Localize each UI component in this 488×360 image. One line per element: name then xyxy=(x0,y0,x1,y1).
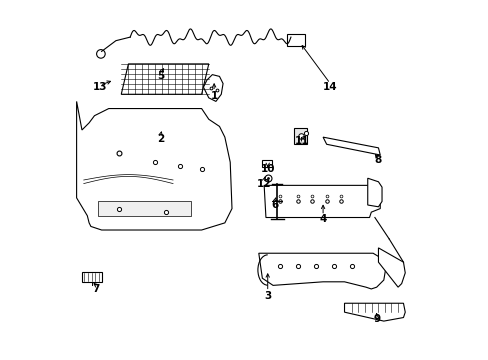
FancyBboxPatch shape xyxy=(287,33,305,46)
Polygon shape xyxy=(344,303,405,321)
Polygon shape xyxy=(157,125,165,132)
Text: 4: 4 xyxy=(319,214,326,224)
Polygon shape xyxy=(203,75,223,102)
Text: 13: 13 xyxy=(92,82,107,92)
Text: 14: 14 xyxy=(322,82,337,92)
Bar xyxy=(261,160,272,167)
Polygon shape xyxy=(367,178,381,207)
Bar xyxy=(293,128,307,144)
Text: 6: 6 xyxy=(271,200,278,210)
Bar xyxy=(82,272,102,282)
Polygon shape xyxy=(323,137,380,155)
Text: 8: 8 xyxy=(374,156,381,165)
Text: 2: 2 xyxy=(157,134,164,144)
Polygon shape xyxy=(98,202,190,216)
Polygon shape xyxy=(264,185,380,217)
Text: 7: 7 xyxy=(92,284,100,294)
Polygon shape xyxy=(121,64,208,94)
Text: 3: 3 xyxy=(264,291,271,301)
Polygon shape xyxy=(258,253,385,289)
Text: 1: 1 xyxy=(210,91,217,101)
Text: 12: 12 xyxy=(256,179,271,189)
Text: 5: 5 xyxy=(157,71,164,81)
Text: 11: 11 xyxy=(294,136,308,146)
Polygon shape xyxy=(378,248,405,287)
Text: 9: 9 xyxy=(372,314,380,324)
Polygon shape xyxy=(77,102,231,230)
Text: 10: 10 xyxy=(260,164,274,174)
